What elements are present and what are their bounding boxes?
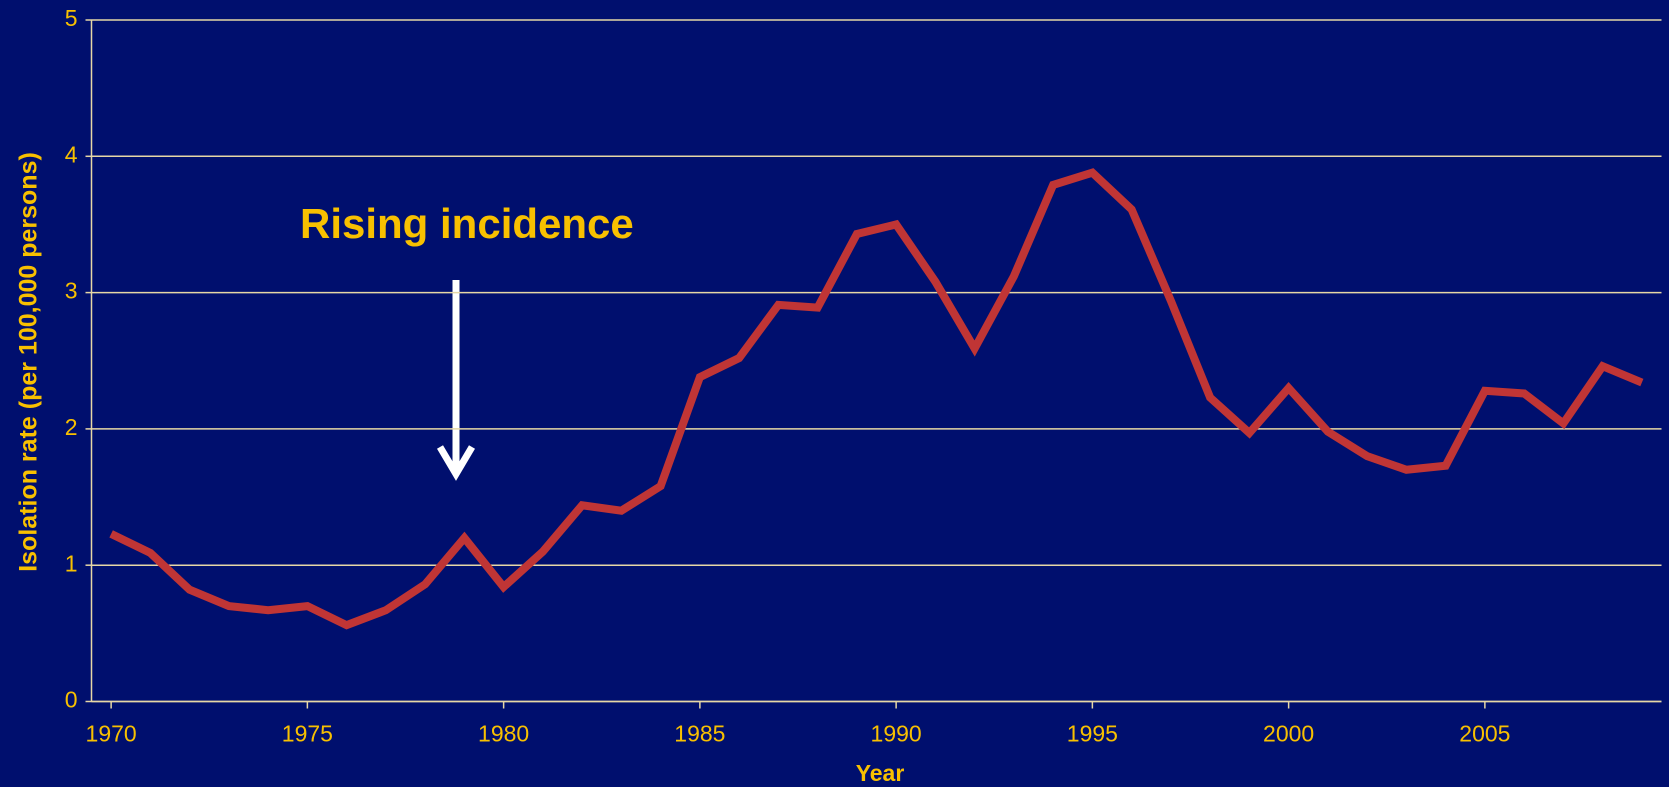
x-axis-label: Year bbox=[856, 760, 905, 786]
x-tick-label: 2005 bbox=[1459, 721, 1510, 747]
x-tick-label: 1980 bbox=[478, 721, 529, 747]
x-tick-label: 1985 bbox=[674, 721, 725, 747]
x-tick-label: 1995 bbox=[1067, 721, 1118, 747]
y-tick-label: 5 bbox=[65, 5, 78, 31]
annotation: Rising incidence bbox=[300, 200, 634, 247]
y-tick-label: 3 bbox=[65, 278, 78, 304]
y-tick-label: 0 bbox=[65, 687, 78, 713]
y-tick-label: 1 bbox=[65, 550, 78, 576]
data-line bbox=[109, 168, 1644, 630]
x-tick-label: 2000 bbox=[1263, 721, 1314, 747]
x-tick-label: 1975 bbox=[282, 721, 333, 747]
y-axis-label: Isolation rate (per 100,000 persons) bbox=[15, 152, 43, 572]
annotation-arrow bbox=[436, 280, 476, 481]
x-tick-label: 1970 bbox=[86, 721, 137, 747]
y-tick-label: 2 bbox=[65, 414, 78, 440]
x-tick-label: 1990 bbox=[871, 721, 922, 747]
y-tick-label: 4 bbox=[65, 141, 78, 167]
